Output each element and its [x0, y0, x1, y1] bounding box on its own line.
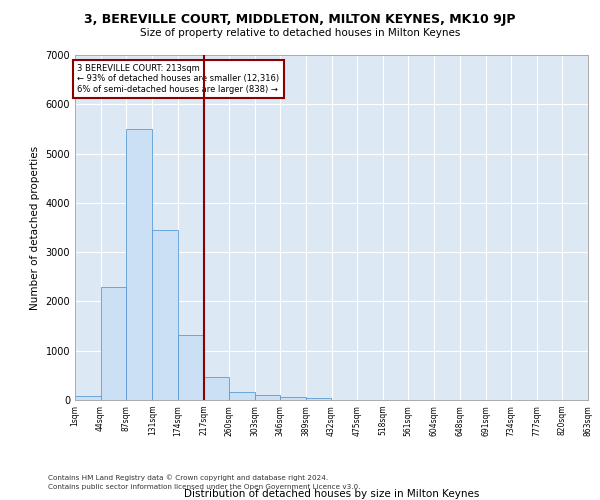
Bar: [306, 398, 331, 400]
Text: 3 BEREVILLE COURT: 213sqm
← 93% of detached houses are smaller (12,316)
6% of se: 3 BEREVILLE COURT: 213sqm ← 93% of detac…: [77, 64, 280, 94]
Text: 3, BEREVILLE COURT, MIDDLETON, MILTON KEYNES, MK10 9JP: 3, BEREVILLE COURT, MIDDLETON, MILTON KE…: [84, 12, 516, 26]
Bar: [178, 335, 203, 400]
X-axis label: Distribution of detached houses by size in Milton Keynes: Distribution of detached houses by size …: [184, 488, 479, 498]
Text: Contains public sector information licensed under the Open Government Licence v3: Contains public sector information licen…: [48, 484, 361, 490]
Text: Contains HM Land Registry data © Crown copyright and database right 2024.: Contains HM Land Registry data © Crown c…: [48, 474, 328, 481]
Bar: [255, 395, 280, 400]
Bar: [126, 129, 152, 400]
Y-axis label: Number of detached properties: Number of detached properties: [30, 146, 40, 310]
Text: Size of property relative to detached houses in Milton Keynes: Size of property relative to detached ho…: [140, 28, 460, 38]
Bar: [229, 392, 255, 400]
Bar: [101, 286, 126, 400]
Bar: [280, 397, 306, 400]
Bar: [203, 377, 229, 400]
Bar: [152, 230, 178, 400]
Bar: [75, 396, 101, 400]
